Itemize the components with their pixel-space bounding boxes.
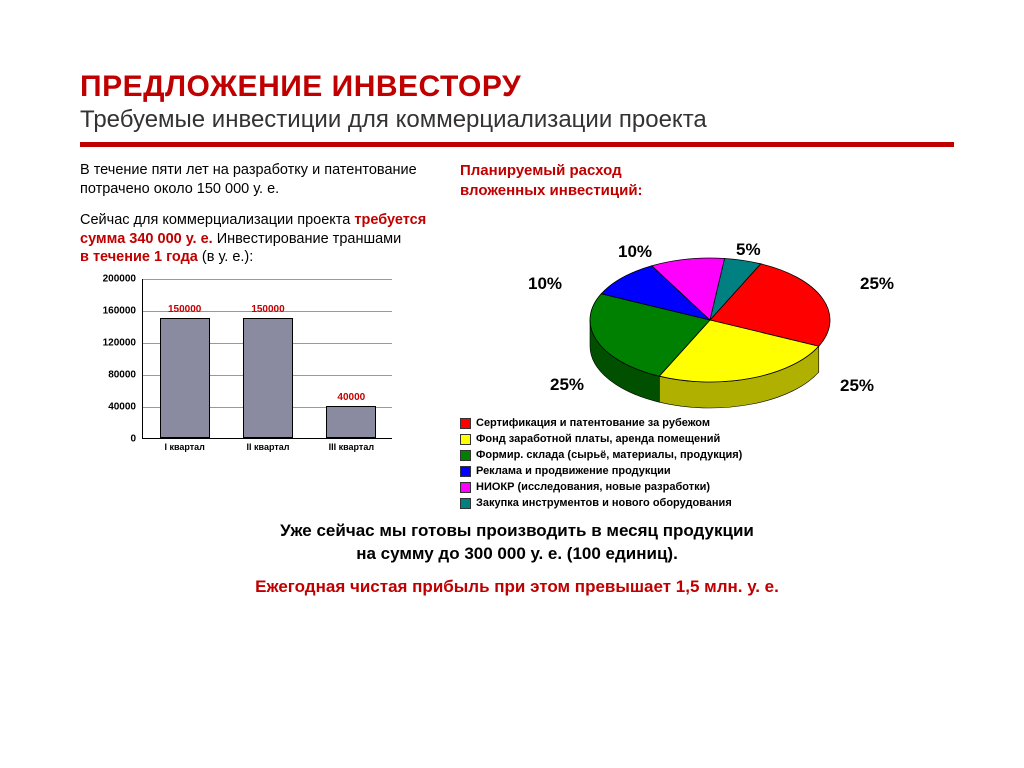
- pie-pct-label: 10%: [528, 274, 562, 294]
- legend-swatch: [460, 450, 471, 461]
- legend-label: Закупка инструментов и нового оборудован…: [476, 496, 732, 512]
- bar-x-label: III квартал: [311, 442, 391, 452]
- bar-x-label: II квартал: [228, 442, 308, 452]
- bar-chart: 04000080000120000160000200000 150000I кв…: [80, 279, 410, 469]
- page-subtitle: Требуемые инвестиции для коммерциализаци…: [80, 106, 954, 134]
- pie-chart: 25% 25% 25% 10% 10% 5%: [460, 210, 900, 410]
- legend-item: Закупка инструментов и нового оборудован…: [460, 496, 954, 512]
- pie-legend: Сертификация и патентование за рубежомФо…: [460, 416, 954, 512]
- bar-value-label: 150000: [228, 304, 308, 315]
- right-column: Планируемый расход вложенных инвестиций:…: [460, 161, 954, 512]
- legend-swatch: [460, 498, 471, 509]
- y-tick-label: 200000: [103, 274, 136, 285]
- slide: ПРЕДЛОЖЕНИЕ ИНВЕСТОРУ Требуемые инвестиц…: [0, 0, 1024, 768]
- bar-value-label: 40000: [311, 392, 391, 403]
- legend-label: Реклама и продвижение продукции: [476, 464, 671, 480]
- page-title: ПРЕДЛОЖЕНИЕ ИНВЕСТОРУ: [80, 70, 954, 104]
- legend-swatch: [460, 482, 471, 493]
- left-column: В течение пяти лет на разработку и патен…: [80, 161, 460, 512]
- bar-chart-plot: 150000I квартал150000II квартал40000III …: [142, 279, 392, 439]
- pie-pct-label: 25%: [840, 376, 874, 396]
- pie-title-line2: вложенных инвестиций:: [460, 182, 643, 199]
- legend-item: Сертификация и патентование за рубежом: [460, 416, 954, 432]
- y-tick-label: 160000: [103, 306, 136, 317]
- legend-swatch: [460, 434, 471, 445]
- bar: [160, 318, 210, 438]
- legend-swatch: [460, 466, 471, 477]
- legend-swatch: [460, 418, 471, 429]
- legend-label: Сертификация и патентование за рубежом: [476, 416, 710, 432]
- bottom-block: Уже сейчас мы готовы производить в месяц…: [80, 520, 954, 599]
- y-tick-label: 120000: [103, 338, 136, 349]
- req-text-c: Инвестирование траншами: [213, 231, 402, 247]
- y-tick-label: 80000: [108, 370, 136, 381]
- title-rule: [80, 142, 954, 147]
- y-tick-label: 40000: [108, 402, 136, 413]
- bar: [243, 318, 293, 438]
- pie-pct-label: 10%: [618, 242, 652, 262]
- bottom-highlight: Ежегодная чистая прибыль при этом превыш…: [80, 576, 954, 599]
- legend-label: Формир. склада (сырьё, материалы, продук…: [476, 448, 742, 464]
- columns: В течение пяти лет на разработку и патен…: [80, 161, 954, 512]
- requirement-paragraph: Сейчас для коммерциализации проекта треб…: [80, 211, 440, 268]
- legend-item: Реклама и продвижение продукции: [460, 464, 954, 480]
- pie-pct-label: 25%: [550, 375, 584, 395]
- req-duration: в течение 1 года: [80, 249, 198, 265]
- pie-pct-label: 25%: [860, 274, 894, 294]
- pie-pct-label: 5%: [736, 240, 761, 260]
- legend-item: Формир. склада (сырьё, материалы, продук…: [460, 448, 954, 464]
- legend-item: НИОКР (исследования, новые разработки): [460, 480, 954, 496]
- bar-chart-y-axis: 04000080000120000160000200000: [80, 279, 140, 439]
- intro-paragraph: В течение пяти лет на разработку и патен…: [80, 161, 440, 199]
- req-text-e: (в у. е.):: [198, 249, 253, 265]
- pie-title: Планируемый расход вложенных инвестиций:: [460, 161, 954, 200]
- bottom-line1: Уже сейчас мы готовы производить в месяц…: [80, 520, 954, 543]
- bar-x-label: I квартал: [145, 442, 225, 452]
- bar-value-label: 150000: [145, 304, 225, 315]
- req-text-a: Сейчас для коммерциализации проекта: [80, 212, 354, 228]
- legend-item: Фонд заработной платы, аренда помещений: [460, 432, 954, 448]
- bar: [326, 406, 376, 438]
- legend-label: НИОКР (исследования, новые разработки): [476, 480, 710, 496]
- legend-label: Фонд заработной платы, аренда помещений: [476, 432, 720, 448]
- pie-title-line1: Планируемый расход: [460, 162, 622, 179]
- pie-svg: [460, 210, 900, 410]
- bottom-line2: на сумму до 300 000 у. е. (100 единиц).: [80, 543, 954, 566]
- y-tick-label: 0: [130, 434, 136, 445]
